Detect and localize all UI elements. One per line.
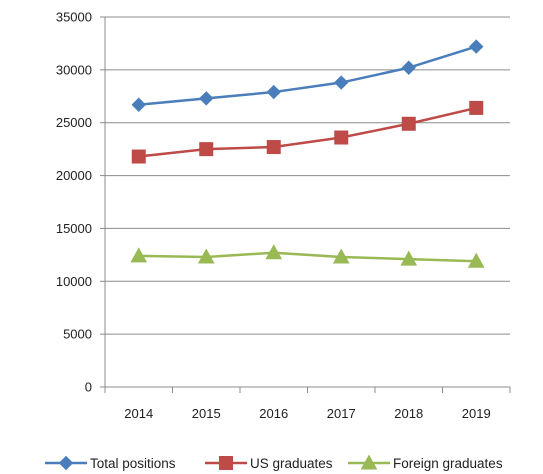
legend-marker-total-positions — [58, 455, 74, 471]
y-tick-labels: 0 5000 10000 15000 20000 25000 30000 35000 — [56, 10, 92, 395]
point-foreign-graduates-2019 — [467, 252, 485, 268]
legend-item-foreign-graduates: Foreign graduates — [348, 454, 503, 471]
x-tick-label-2016: 2016 — [259, 406, 288, 421]
y-tick-label-20000: 20000 — [56, 168, 92, 183]
y-tick-label-35000: 35000 — [56, 10, 92, 25]
series — [130, 39, 485, 268]
legend-label-total-positions: Total positions — [90, 456, 176, 471]
x-tick-labels: 2014 2015 2016 2017 2018 2019 — [124, 406, 490, 421]
axes — [104, 17, 511, 393]
point-us-graduates-2018 — [401, 116, 416, 131]
series-line-total-positions — [138, 45, 477, 106]
point-us-graduates-2014 — [131, 149, 146, 164]
point-total-positions-2017 — [334, 75, 349, 90]
point-foreign-graduates-2017 — [332, 248, 350, 264]
point-total-positions-2016 — [266, 84, 281, 100]
point-foreign-graduates-2016 — [265, 244, 283, 260]
legend-label-foreign-graduates: Foreign graduates — [393, 456, 503, 471]
series-line-foreign-graduates — [138, 251, 477, 263]
x-tick-label-2018: 2018 — [394, 406, 423, 421]
point-us-graduates-2015 — [199, 142, 214, 157]
point-us-graduates-2019 — [469, 100, 484, 115]
x-tick-label-2015: 2015 — [192, 406, 221, 421]
point-us-graduates-2016 — [266, 140, 281, 155]
legend-marker-us-graduates — [219, 456, 233, 470]
point-us-graduates-2017 — [334, 130, 349, 145]
series-total-positions — [131, 39, 484, 112]
point-total-positions-2018 — [401, 60, 416, 75]
legend-marker-foreign-graduates — [360, 454, 378, 470]
legend-item-total-positions: Total positions — [45, 455, 176, 471]
x-tick-label-2014: 2014 — [124, 406, 153, 421]
x-tick-label-2019: 2019 — [462, 406, 491, 421]
point-total-positions-2019 — [469, 39, 484, 54]
gridlines — [100, 16, 510, 388]
y-tick-label-10000: 10000 — [56, 274, 92, 289]
point-foreign-graduates-2018 — [400, 250, 418, 266]
series-foreign-graduates — [130, 244, 485, 268]
y-tick-label-5000: 5000 — [63, 327, 92, 342]
y-tick-label-30000: 30000 — [56, 62, 92, 77]
y-tick-label-0: 0 — [85, 380, 92, 395]
point-total-positions-2014 — [131, 97, 146, 112]
legend-label-us-graduates: US graduates — [250, 456, 333, 471]
series-us-graduates — [131, 100, 484, 164]
y-tick-label-15000: 15000 — [56, 221, 92, 236]
x-tick-label-2017: 2017 — [327, 406, 356, 421]
legend: Total positions US graduates Foreign gradu… — [45, 454, 503, 471]
point-total-positions-2015 — [199, 91, 214, 106]
y-tick-label-25000: 25000 — [56, 115, 92, 130]
legend-item-us-graduates: US graduates — [205, 456, 333, 471]
series-line-us-graduates — [138, 106, 477, 158]
point-foreign-graduates-2015 — [197, 248, 215, 264]
point-foreign-graduates-2014 — [130, 247, 148, 263]
